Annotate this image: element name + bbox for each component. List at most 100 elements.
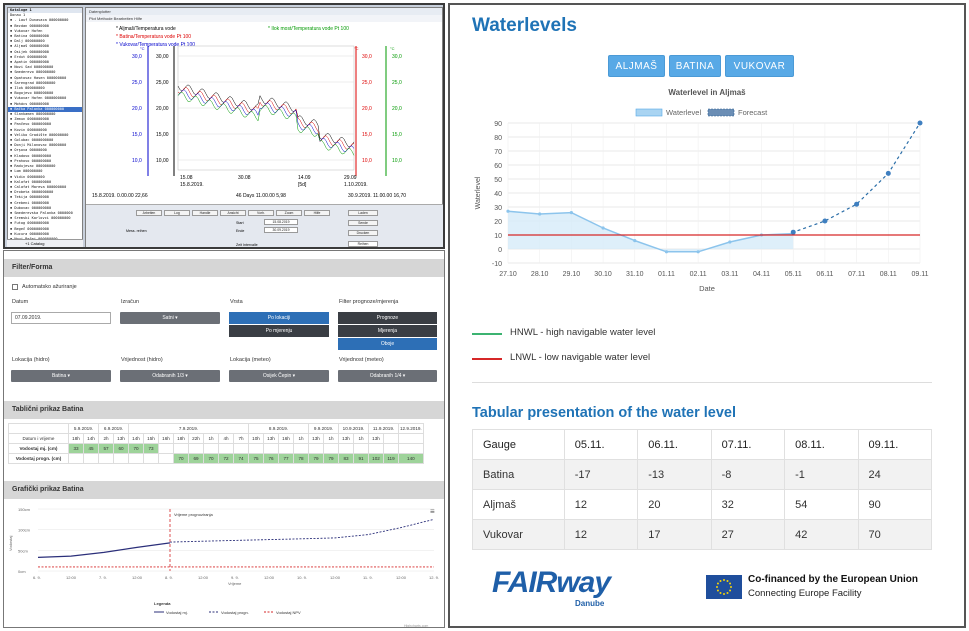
tree-item[interactable]: ⊞ Osijek 000000000 bbox=[10, 49, 49, 54]
auto-refresh-checkbox[interactable] bbox=[12, 284, 18, 290]
control-date-field[interactable]: 15.08.2019 bbox=[264, 219, 298, 225]
tree-item[interactable]: ⊞ Opatovac Hasen 000000000 bbox=[10, 75, 67, 80]
tree-item[interactable]: ⊞ Vukovar Hafen 0000000000 bbox=[10, 96, 67, 101]
tree-item[interactable]: ⊞ Sremski Karlovci 000000000 bbox=[10, 216, 71, 221]
tree-item[interactable]: ⊞ Vukovar Hafen bbox=[10, 28, 43, 33]
table-hour-cell bbox=[383, 433, 399, 444]
plot-window-menu[interactable]: Plot Methode Bearbeiten Hilfe bbox=[86, 15, 442, 22]
control-button[interactable]: Zoom bbox=[276, 210, 302, 216]
tree-item[interactable]: ⊞ Orşova 00000000 bbox=[10, 148, 47, 153]
control-button[interactable]: Hilfe bbox=[304, 210, 330, 216]
tree-item[interactable]: ⊞ Aljmaš 000000000 bbox=[10, 44, 49, 49]
tree-item[interactable]: Donau 1 bbox=[10, 13, 26, 18]
y-tick-label: 90 bbox=[494, 121, 502, 128]
tree-item[interactable]: ⊞ Veliko Gradište 000000000 bbox=[10, 132, 69, 137]
table-row-label: Vodostaj progn. (cm) bbox=[8, 453, 69, 464]
tree-item[interactable]: ⊞ Apatin 000000000 bbox=[10, 60, 49, 65]
tree-item[interactable]: ⊞ Donji Milanovac 00000000 bbox=[10, 143, 67, 148]
tree-item[interactable]: ⊞ Ilok 000000000 bbox=[10, 86, 45, 91]
tree-item[interactable]: ⊞ Kovin 000000000 bbox=[10, 127, 47, 132]
x-tick: 15.08 bbox=[180, 175, 193, 181]
filter-measure-button[interactable]: Mjerenja bbox=[338, 325, 437, 337]
tree-item[interactable]: ⊞ Zemun 0000000000 bbox=[10, 117, 49, 122]
kind-by-location-button[interactable]: Po lokaciji bbox=[229, 312, 329, 324]
loc-hydro-dropdown[interactable]: Batina ▾ bbox=[11, 370, 111, 382]
x-tick-label: 08.11 bbox=[880, 271, 897, 278]
tree-item[interactable]: ⊞ Kalafat 000000000 bbox=[10, 179, 52, 184]
kind-by-measure-button[interactable]: Po mjerenju bbox=[229, 325, 329, 337]
tree-item[interactable]: Kataloge 1 bbox=[8, 8, 82, 14]
tree-item[interactable]: ⊞ Dubovac 000000000 bbox=[10, 205, 52, 210]
legend-forecast-label: Forecast bbox=[738, 108, 768, 117]
eu-star bbox=[723, 593, 725, 595]
table-hour-cell: 4h bbox=[218, 433, 234, 444]
tree-item[interactable]: ⊞ Futog 0000000000 bbox=[10, 221, 49, 226]
tree-item[interactable]: ⊞ Tekija 000000000 bbox=[10, 195, 49, 200]
tree-item[interactable]: ⊞ Bezdan 000000000 bbox=[10, 23, 49, 28]
tree-item[interactable]: ⊞ Mohács 000000000 bbox=[10, 101, 49, 106]
control-button[interactable]: Ansicht bbox=[220, 210, 246, 216]
tree-item[interactable]: ⊞ Calafat Mareva 000000000 bbox=[10, 184, 67, 189]
tree-item[interactable]: ⊞ - Lauf Dunavaca 000000000 bbox=[10, 18, 69, 23]
tree-item[interactable]: ⊞ Smederevska Palanka 0000000 bbox=[10, 210, 73, 215]
filter-both-button[interactable]: Oboje bbox=[338, 338, 437, 350]
loc-hydro-label: Lokacija (hidro) bbox=[12, 357, 50, 363]
tree-item[interactable]: ⊞ Vidin 00000000 bbox=[10, 174, 45, 179]
tree-footer[interactable]: +1 Catalog bbox=[7, 239, 83, 247]
control-action-button[interactable]: Drucken bbox=[348, 230, 378, 236]
control-button[interactable]: Vorh. bbox=[248, 210, 274, 216]
filter-forecast-button[interactable]: Prognoze bbox=[338, 312, 437, 324]
tree-item[interactable]: ⊞ Batina 000000000 bbox=[10, 34, 49, 39]
table-forecast-cell bbox=[158, 453, 174, 464]
tree-item[interactable]: ⊞ Begeč 0000000000 bbox=[10, 226, 49, 231]
tree-item[interactable]: ⊞ Bačka Palanka 000000000 bbox=[8, 106, 82, 113]
y-tick-label: 70 bbox=[494, 149, 502, 156]
tree-item[interactable]: ⊞ Novi Bečej 000000000 bbox=[8, 237, 82, 242]
x-tick-label: 30.10 bbox=[594, 271, 612, 278]
reihen-select[interactable]: Reihen bbox=[348, 241, 378, 247]
date-input[interactable]: 07.09.2019. bbox=[11, 312, 111, 324]
tree-item[interactable]: ⊞ Golubac 0000000000 bbox=[10, 138, 54, 143]
control-date-field[interactable]: 30.09.2019 bbox=[264, 227, 298, 233]
control-label: Start bbox=[236, 221, 244, 225]
y-tick-right2: 25,0 bbox=[392, 80, 402, 86]
control-button[interactable]: Handle bbox=[192, 210, 218, 216]
table-measured-cell bbox=[218, 443, 234, 454]
table-forecast-cell: 78 bbox=[293, 453, 309, 464]
control-action-button[interactable]: Sende bbox=[348, 220, 378, 226]
tree-item[interactable]: ⊞ Radujevac 000000000 bbox=[10, 164, 56, 169]
loc-meteo-dropdown[interactable]: Osijek Čepin ▾ bbox=[229, 370, 329, 382]
gauge-button-aljmas[interactable]: ALJMAŠ bbox=[608, 55, 665, 77]
val-hydro-dropdown[interactable]: Odabranih 1/3 ▾ bbox=[120, 370, 220, 382]
tree-item[interactable]: ⊞ Grebeni 00000000 bbox=[10, 200, 49, 205]
y-tick-label: 100cm bbox=[18, 528, 31, 533]
table-forecast-cell bbox=[143, 453, 159, 464]
control-label: Zeit Intervalle bbox=[236, 243, 258, 247]
calc-dropdown[interactable]: Satni ▾ bbox=[120, 312, 220, 324]
tree-item[interactable]: ⊞ Pančevo 000000000 bbox=[10, 122, 52, 127]
val-meteo-dropdown[interactable]: Odabranih 1/4 ▾ bbox=[338, 370, 437, 382]
y-tick-right2: 10,0 bbox=[392, 158, 402, 164]
tree-item[interactable]: ⊞ Slankamen 000000000 bbox=[10, 112, 56, 117]
tree-item[interactable]: ⊞ Šarengrad 000000000 bbox=[10, 80, 56, 85]
tree-item[interactable]: ⊞ Kucura 000000000 bbox=[10, 231, 49, 236]
waterlevel-point bbox=[569, 211, 573, 215]
tree-item[interactable]: ⊞ Kladovo 000000000 bbox=[10, 153, 52, 158]
tree-item[interactable]: ⊞ Novi Sad 000000000 bbox=[10, 65, 54, 70]
tree-item[interactable]: ⊞ Drobeta 0000000000 bbox=[10, 190, 54, 195]
tree-item[interactable]: ⊞ Erdut 000000000 bbox=[10, 54, 47, 59]
tree-item[interactable]: ⊞ Smederevo 000000000 bbox=[10, 70, 56, 75]
gauge-button-batina[interactable]: BATINA bbox=[669, 55, 721, 77]
tree-item[interactable]: ⊞ Prahovo 000000000 bbox=[10, 158, 52, 163]
control-button[interactable]: Arbeiten bbox=[136, 210, 162, 216]
table-forecast-cell: 83 bbox=[338, 453, 354, 464]
table-measured-cell bbox=[368, 443, 384, 454]
gauge-button-vukovar[interactable]: VUKOVAR bbox=[725, 55, 794, 77]
tree-item[interactable]: ⊞ Lom 000000000 bbox=[10, 169, 43, 174]
eu-star bbox=[716, 582, 719, 585]
tree-item[interactable]: ⊞ Dalj 000000000 bbox=[10, 39, 45, 44]
control-button[interactable]: Log bbox=[164, 210, 190, 216]
control-action-button[interactable]: Laden bbox=[348, 210, 378, 216]
tree-item[interactable]: ⊞ Bogojevo 000000000 bbox=[10, 91, 54, 96]
station-tree[interactable]: Kataloge 1 Donau 1 ⊞ - Lauf Dunavaca 0000… bbox=[7, 7, 83, 245]
